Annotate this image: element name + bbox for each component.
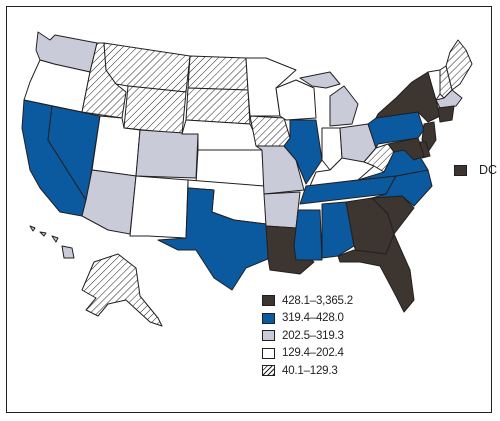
- legend-item: 202.5–319.3: [262, 327, 353, 345]
- dc-callout: DC: [454, 163, 497, 177]
- state-mississippi: [293, 209, 323, 261]
- state-texas: [157, 187, 271, 291]
- legend-label: 40.1–129.3: [282, 364, 338, 377]
- state-alabama: [321, 201, 355, 259]
- state-connecticut: [437, 105, 455, 123]
- legend-item: 40.1–129.3: [262, 362, 353, 380]
- legend-item: 129.4–202.4: [262, 345, 353, 363]
- state-arkansas: [263, 191, 301, 229]
- state-maryland: [387, 137, 425, 161]
- dc-swatch: [454, 164, 467, 176]
- legend-label: 202.5–319.3: [282, 329, 344, 342]
- legend-item: 319.4–428.0: [262, 310, 353, 328]
- state-kansas: [195, 149, 265, 187]
- legend-swatch: [262, 295, 275, 307]
- legend-swatch: [262, 365, 275, 377]
- legend: 428.1–3,365.2 319.4–428.0 202.5–319.3 12…: [262, 292, 353, 380]
- legend-swatch: [262, 312, 275, 324]
- legend-label: 129.4–202.4: [282, 347, 344, 360]
- legend-swatch: [262, 347, 275, 359]
- state-arizona: [81, 169, 137, 235]
- legend-label: 428.1–3,365.2: [282, 294, 353, 307]
- state-florida: [337, 233, 415, 313]
- state-colorado: [135, 129, 199, 179]
- dc-label: DC: [479, 163, 498, 177]
- state-alaska: [81, 253, 163, 327]
- state-wisconsin: [275, 79, 317, 121]
- state-new-mexico: [129, 175, 189, 239]
- state-north-dakota: [187, 55, 249, 91]
- state-illinois: [283, 119, 323, 185]
- state-south-dakota: [185, 87, 251, 125]
- legend-swatch: [262, 330, 275, 342]
- state-hawaii: [29, 225, 75, 259]
- state-michigan: [299, 71, 359, 127]
- state-iowa: [249, 115, 291, 147]
- legend-label: 319.4–428.0: [282, 312, 344, 325]
- state-montana: [103, 42, 191, 93]
- state-wyoming: [123, 85, 187, 135]
- map-frame: [6, 6, 492, 413]
- legend-item: 428.1–3,365.2: [262, 292, 353, 310]
